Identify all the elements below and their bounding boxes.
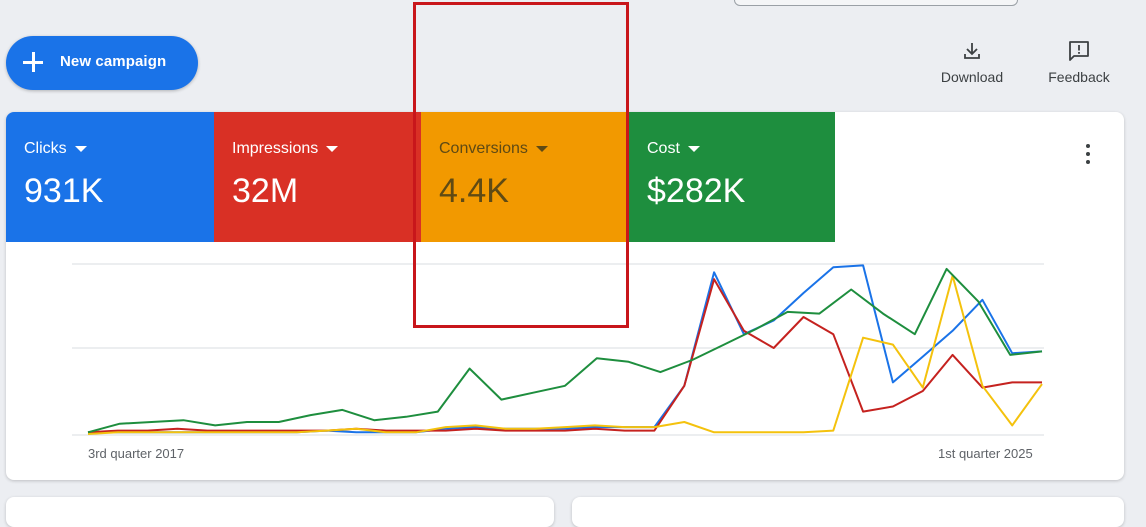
- download-button[interactable]: Download: [938, 40, 1006, 85]
- annotation-highlight-box: [413, 2, 629, 328]
- caret-down-icon: [687, 146, 700, 152]
- feedback-label: Feedback: [1048, 69, 1110, 85]
- bottom-card-left: [6, 497, 554, 527]
- metric-value-conversions: 4.4K: [439, 172, 509, 210]
- metric-tile-clicks[interactable]: Clicks 931K: [6, 112, 214, 242]
- caret-down-icon: [535, 146, 548, 152]
- plus-icon: [22, 51, 44, 73]
- metric-label-cost: Cost: [647, 140, 680, 157]
- caret-down-icon: [326, 146, 339, 152]
- x-axis-start-label: 3rd quarter 2017: [88, 446, 185, 461]
- metric-value-cost: $282K: [647, 172, 746, 210]
- performance-card: Clicks 931K Impressions 32M Conversions …: [6, 112, 1124, 480]
- metric-label-conversions: Conversions: [439, 140, 528, 157]
- feedback-icon: [1069, 41, 1089, 61]
- series-line-conversions: [87, 274, 1043, 435]
- caret-down-icon: [74, 146, 87, 152]
- more-options-icon[interactable]: [1082, 142, 1094, 166]
- new-campaign-button[interactable]: New campaign: [6, 36, 198, 90]
- top-search-box[interactable]: [734, 0, 1018, 6]
- metric-label-clicks: Clicks: [24, 140, 67, 157]
- metric-value-clicks: 931K: [24, 172, 104, 210]
- new-campaign-label: New campaign: [60, 53, 167, 70]
- download-icon: [964, 43, 980, 59]
- performance-line-chart: [72, 263, 1044, 436]
- metric-tile-cost[interactable]: Cost $282K: [629, 112, 835, 242]
- series-line-cost: [87, 267, 1043, 434]
- download-label: Download: [940, 69, 1004, 85]
- metric-tile-conversions[interactable]: Conversions 4.4K: [421, 112, 629, 242]
- x-axis-end-label: 1st quarter 2025: [938, 446, 1033, 461]
- metric-label-impressions: Impressions: [232, 140, 319, 157]
- series-line-impressions: [87, 278, 1042, 434]
- metric-tile-impressions[interactable]: Impressions 32M: [214, 112, 421, 242]
- bottom-card-right: [572, 497, 1124, 527]
- feedback-button[interactable]: Feedback: [1044, 40, 1114, 85]
- metric-value-impressions: 32M: [232, 172, 299, 210]
